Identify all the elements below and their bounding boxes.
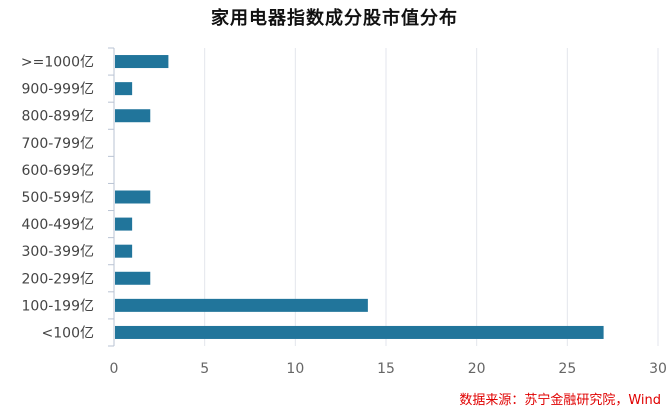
bar-5 [115,190,151,204]
bar-8 [115,271,151,285]
bars [115,55,604,339]
chart-title: 家用电器指数成分股市值分布 [211,8,458,29]
x-tick-label: 25 [558,361,576,377]
x-tick-label: 0 [110,361,119,377]
bar-1 [115,82,133,96]
grid-lines [204,48,659,346]
y-tick-label: 300-399亿 [22,244,95,260]
bar-0 [115,55,169,69]
axes [108,47,115,347]
source-note: 数据来源：苏宁金融研究院，Wind [459,393,661,408]
y-tick-label: 400-499亿 [22,217,95,233]
y-tick-label: >=1000亿 [21,55,94,71]
x-tick-label: 30 [649,361,667,377]
bar-10 [115,325,604,339]
y-tick-label: 600-699亿 [22,163,95,179]
x-tick-label: 5 [200,361,209,377]
bar-2 [115,109,151,123]
x-tick-label: 20 [468,361,486,377]
bar-7 [115,244,133,258]
axis-labels: 0 5 10 15 20 25 30 >=1000亿 900-999亿 800-899亿 700-7… [21,55,667,377]
y-tick-label: 100-199亿 [22,298,95,314]
x-tick-label: 15 [377,361,395,377]
y-tick-label: 700-799亿 [22,136,95,152]
bar-9 [115,298,368,312]
y-tick-label: 900-999亿 [22,82,95,98]
y-tick-label: <100亿 [42,325,94,341]
y-tick-label: 500-599亿 [22,190,95,206]
x-tick-label: 10 [286,361,304,377]
y-tick-label: 200-299亿 [22,271,95,287]
y-tick-label: 800-899亿 [22,109,95,125]
bar-6 [115,217,133,231]
